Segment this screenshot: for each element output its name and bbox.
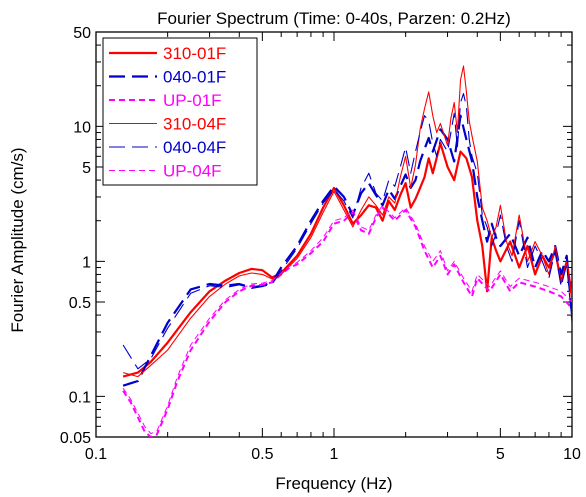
series-layer [122,65,572,437]
x-tick-label: 10 [563,446,581,463]
y-tick-label: 0.1 [69,389,91,406]
x-tick-label: 0.5 [251,446,273,463]
legend-label: UP-01F [163,91,222,110]
x-axis-label: Frequency (Hz) [275,474,392,493]
series-line-up-04f [122,204,572,435]
series-line-310-01f [122,142,572,378]
legend-label: 310-04F [163,115,226,134]
y-tick-label: 50 [73,25,91,42]
series-line-040-04f [122,93,572,370]
legend-label: UP-04F [163,162,222,181]
series-line-310-04f [122,65,572,378]
y-tick-label: 10 [73,119,91,136]
y-tick-label: 1 [82,254,91,271]
x-axis-ticks: 0.1 0.5 1 5 10 [85,32,581,463]
y-tick-label: 0.5 [69,295,91,312]
legend-label: 040-01F [163,68,226,87]
chart-title: Fourier Spectrum (Time: 0-40s, Parzen: 0… [157,9,511,28]
legend-label: 040-04F [163,138,226,157]
x-tick-label: 0.1 [85,446,107,463]
series-line-up-01f [122,206,572,437]
legend: 310-01F 040-01F UP-01F 310-04F 040-04F UP-04F [102,37,258,186]
x-tick-label: 1 [330,446,339,463]
series-line-040-01f [122,114,572,387]
legend-box [102,37,258,186]
x-tick-label: 5 [496,446,505,463]
y-axis-label: Fourier Amplitude (cm/s) [8,147,27,332]
y-axis-ticks: 0.05 0.1 0.5 1 5 10 50 [60,25,572,447]
y-tick-label: 5 [82,160,91,177]
legend-label: 310-01F [163,44,226,63]
y-tick-label: 0.05 [60,430,91,447]
